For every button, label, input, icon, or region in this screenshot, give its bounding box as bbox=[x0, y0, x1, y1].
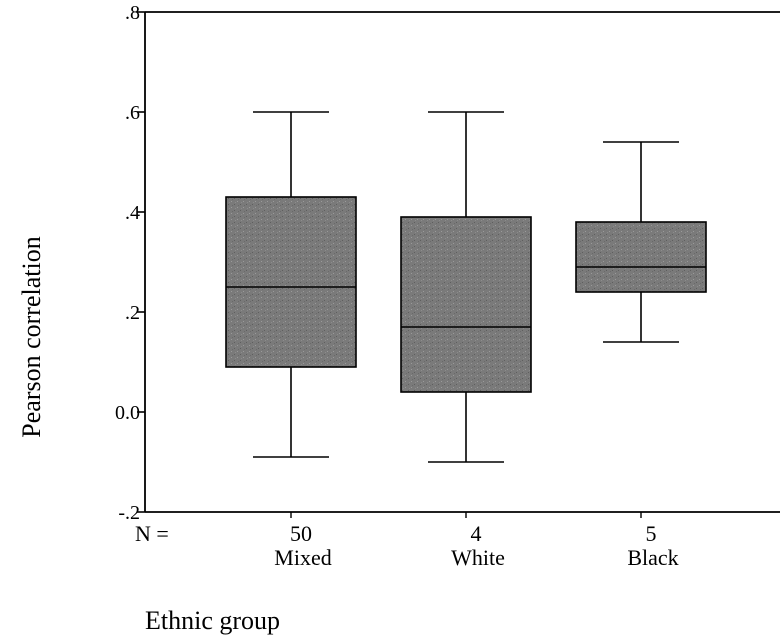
y-tick-label: -.2 bbox=[118, 502, 140, 524]
x-axis-title: Ethnic group bbox=[145, 606, 280, 635]
category-label: Mixed bbox=[274, 545, 331, 570]
box-group-white bbox=[400, 111, 532, 463]
box-group-black bbox=[575, 141, 707, 343]
box-group-mixed bbox=[225, 111, 357, 458]
y-tick-label: 0.0 bbox=[115, 402, 140, 424]
y-tick-label: .4 bbox=[125, 202, 140, 224]
iqr-box bbox=[400, 216, 532, 393]
y-tick-label: .8 bbox=[125, 2, 140, 24]
n-count-label: 50 bbox=[290, 521, 312, 546]
category-label: Black bbox=[627, 545, 678, 570]
n-prefix-label: N = bbox=[135, 521, 169, 546]
iqr-box bbox=[225, 196, 357, 368]
n-count-label: 5 bbox=[646, 521, 657, 546]
category-label: White bbox=[451, 545, 505, 570]
plot-frame bbox=[144, 11, 780, 513]
n-count-label: 4 bbox=[471, 521, 482, 546]
box-series bbox=[225, 111, 707, 463]
y-axis-ticks: .8 .6 .4 .2 0.0 -.2 bbox=[115, 2, 145, 524]
iqr-box bbox=[575, 221, 707, 293]
y-axis-title: Pearson correlation bbox=[17, 236, 46, 437]
y-tick-label: .6 bbox=[125, 102, 140, 124]
y-tick-label: .2 bbox=[125, 302, 140, 324]
